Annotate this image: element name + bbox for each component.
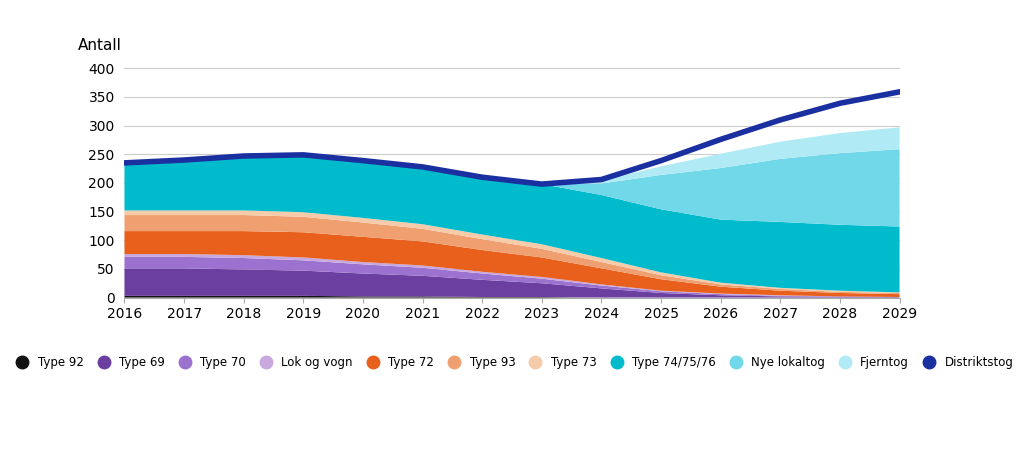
Distriktstog xyxy=(476,175,488,180)
Distriktstog xyxy=(417,164,429,170)
Text: Antall: Antall xyxy=(78,37,122,53)
Distriktstog xyxy=(774,117,786,122)
Legend: Type 92, Type 69, Type 70, Lok og vogn, Type 72, Type 93, Type 73, Type 74/75/76: Type 92, Type 69, Type 70, Lok og vogn, … xyxy=(6,351,1018,374)
Distriktstog xyxy=(595,177,607,182)
Distriktstog xyxy=(178,157,190,163)
Distriktstog xyxy=(119,160,131,165)
Distriktstog xyxy=(834,101,846,106)
Distriktstog xyxy=(536,181,548,187)
Distriktstog xyxy=(715,137,727,142)
Line: Distriktstog: Distriktstog xyxy=(125,92,899,184)
Distriktstog xyxy=(297,152,309,158)
Distriktstog xyxy=(238,153,250,159)
Distriktstog xyxy=(655,158,668,163)
Distriktstog xyxy=(356,158,369,163)
Distriktstog xyxy=(893,89,905,95)
